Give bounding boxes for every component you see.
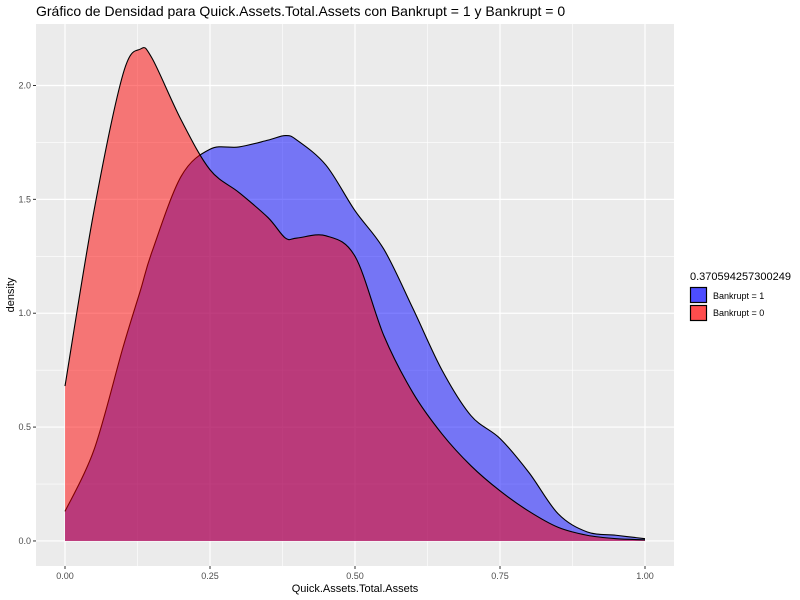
legend-label-bankrupt-0: Bankrupt = 0 xyxy=(713,308,764,318)
x-tick-label: 0.50 xyxy=(346,571,364,581)
x-tick-label: 0.00 xyxy=(56,571,74,581)
y-tick-label: 0.5 xyxy=(18,422,31,432)
x-tick-label: 0.25 xyxy=(201,571,219,581)
y-tick-label: 2.0 xyxy=(18,80,31,90)
x-tick-label: 1.00 xyxy=(636,571,654,581)
density-areas xyxy=(64,47,646,541)
legend: 0.370594257300249 Bankrupt = 1 Bankrupt … xyxy=(689,271,791,322)
x-tick-label: 0.75 xyxy=(491,571,509,581)
y-axis: 0.0 0.5 1.0 1.5 2.0 xyxy=(18,80,36,546)
legend-key-bankrupt-1 xyxy=(689,286,708,304)
legend-key-bankrupt-0 xyxy=(689,304,708,322)
chart-title: Gráfico de Densidad para Quick.Assets.To… xyxy=(36,3,565,19)
x-axis: 0.00 0.25 0.50 0.75 1.00 xyxy=(56,566,654,581)
y-tick-label: 1.0 xyxy=(18,308,31,318)
legend-title: 0.370594257300249 xyxy=(690,271,791,283)
density-area-series-1 xyxy=(65,47,645,541)
x-axis-title: Quick.Assets.Total.Assets xyxy=(292,583,419,595)
legend-label-bankrupt-1: Bankrupt = 1 xyxy=(713,291,764,301)
y-axis-title: density xyxy=(5,277,17,312)
y-tick-label: 0.0 xyxy=(18,536,31,546)
y-tick-label: 1.5 xyxy=(18,194,31,204)
density-line-series-1 xyxy=(64,47,646,541)
